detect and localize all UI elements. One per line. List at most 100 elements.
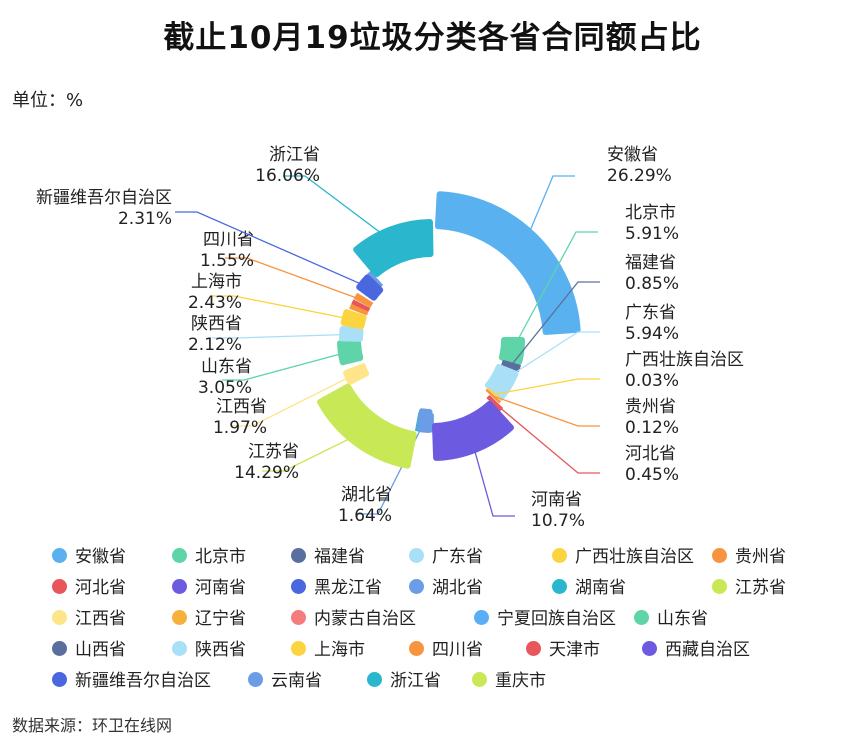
- legend-swatch: [172, 609, 187, 625]
- legend-item[interactable]: 四川省: [409, 639, 483, 661]
- pie-slice-1: [498, 337, 525, 365]
- leader-line-0: [522, 175, 575, 248]
- leader-line-9: [262, 430, 367, 472]
- pie-slice-16: [353, 219, 434, 278]
- slice-value-label: 5.91%: [625, 224, 679, 244]
- legend-item[interactable]: 云南省: [248, 670, 322, 692]
- legend-label: 黑龙江省: [314, 578, 382, 598]
- legend-item[interactable]: 山西省: [52, 639, 126, 661]
- legend-item[interactable]: 山东省: [634, 608, 708, 630]
- legend-swatch: [409, 640, 424, 656]
- legend-label: 重庆市: [495, 671, 546, 691]
- legend-label: 湖北省: [432, 578, 483, 598]
- legend-swatch: [52, 547, 67, 563]
- chart-title: 截止10月19垃圾分类各省合同额占比: [163, 20, 702, 56]
- legend-swatch: [642, 640, 657, 656]
- slice-name-label: 浙江省: [269, 145, 320, 165]
- leader-line-4: [494, 378, 600, 395]
- legend-swatch: [52, 609, 67, 625]
- legend-label: 云南省: [271, 671, 322, 691]
- slice-name-label: 山东省: [201, 357, 252, 377]
- leader-line-14: [225, 257, 364, 302]
- legend-item[interactable]: 江苏省: [712, 577, 786, 599]
- legend-label: 宁夏回族自治区: [497, 609, 616, 629]
- pie-slice-0: [434, 191, 581, 336]
- legend-label: 陕西省: [195, 640, 246, 660]
- legend-label: 湖南省: [575, 578, 626, 598]
- slice-value-label: 14.29%: [234, 463, 299, 483]
- legend-label: 北京市: [195, 547, 246, 567]
- slice-name-label: 安徽省: [607, 145, 658, 165]
- legend-swatch: [291, 609, 306, 625]
- slice-name-label: 广西壮族自治区: [625, 350, 744, 370]
- legend-swatch: [367, 671, 382, 687]
- legend-swatch: [248, 671, 263, 687]
- legend-item[interactable]: 安徽省: [52, 546, 126, 568]
- legend-item[interactable]: 北京市: [172, 546, 246, 568]
- legend-item[interactable]: 浙江省: [367, 670, 441, 692]
- legend-label: 辽宁省: [195, 609, 246, 629]
- legend-label: 山西省: [75, 640, 126, 660]
- leader-line-16: [283, 175, 397, 245]
- legend-label: 广西壮族自治区: [575, 547, 694, 567]
- legend-swatch: [552, 547, 567, 563]
- legend-label: 河北省: [75, 578, 126, 598]
- leader-line-10: [230, 373, 357, 427]
- legend-swatch: [712, 578, 727, 594]
- legend-item[interactable]: 河南省: [172, 577, 246, 599]
- legend-item[interactable]: 湖南省: [552, 577, 626, 599]
- legend-item[interactable]: 新疆维吾尔自治区: [52, 670, 211, 692]
- legend-swatch: [291, 547, 306, 563]
- legend-swatch: [712, 547, 727, 563]
- slice-value-label: 5.94%: [625, 324, 679, 344]
- slice-value-label: 0.45%: [625, 465, 679, 485]
- slice-value-label: 0.03%: [625, 371, 679, 391]
- legend-item[interactable]: 湖北省: [409, 577, 483, 599]
- legend-swatch: [52, 640, 67, 656]
- legend-label: 四川省: [432, 640, 483, 660]
- legend-label: 福建省: [314, 547, 365, 567]
- legend-label: 西藏自治区: [665, 640, 750, 660]
- legend-item[interactable]: 上海市: [291, 639, 365, 661]
- legend-swatch: [52, 671, 67, 687]
- legend-item[interactable]: 陕西省: [172, 639, 246, 661]
- slice-name-label: 四川省: [203, 230, 254, 250]
- legend-label: 浙江省: [390, 671, 441, 691]
- legend-item[interactable]: 黑龙江省: [291, 577, 382, 599]
- legend-swatch: [291, 640, 306, 656]
- legend-item[interactable]: 西藏自治区: [642, 639, 750, 661]
- slice-value-label: 1.55%: [200, 251, 254, 271]
- legend-item[interactable]: 广西壮族自治区: [552, 546, 694, 568]
- legend-label: 广东省: [432, 547, 483, 567]
- pie-slice-minor: [349, 303, 369, 316]
- slice-value-label: 16.06%: [255, 166, 320, 186]
- slice-value-label: 26.29%: [607, 166, 672, 186]
- slice-name-label: 江苏省: [248, 442, 299, 462]
- legend-item[interactable]: 福建省: [291, 546, 365, 568]
- legend-item[interactable]: 宁夏回族自治区: [474, 608, 616, 630]
- legend-item[interactable]: 河北省: [52, 577, 126, 599]
- legend-item[interactable]: 辽宁省: [172, 608, 246, 630]
- legend-item[interactable]: 广东省: [409, 546, 483, 568]
- leader-line-6: [494, 402, 600, 474]
- legend-item[interactable]: 天津市: [526, 639, 600, 661]
- legend-label: 江苏省: [735, 578, 786, 598]
- legend-swatch: [526, 640, 541, 656]
- legend-item[interactable]: 江西省: [52, 608, 126, 630]
- leader-line-12: [212, 333, 352, 339]
- legend-item[interactable]: 重庆市: [472, 670, 546, 692]
- legend-swatch: [172, 547, 187, 563]
- legend-label: 河南省: [195, 578, 246, 598]
- slice-name-label: 湖北省: [341, 485, 392, 505]
- legend-swatch: [409, 547, 424, 563]
- legend-label: 新疆维吾尔自治区: [75, 671, 211, 691]
- legend-label: 山东省: [657, 609, 708, 629]
- legend-item[interactable]: 贵州省: [712, 546, 786, 568]
- slice-name-label: 贵州省: [625, 397, 676, 417]
- leader-line-1: [511, 231, 598, 351]
- unit-label: 单位：%: [12, 90, 84, 111]
- pie-slice-12: [339, 326, 364, 342]
- legend-label: 江西省: [75, 609, 126, 629]
- legend-item[interactable]: 内蒙古自治区: [291, 608, 416, 630]
